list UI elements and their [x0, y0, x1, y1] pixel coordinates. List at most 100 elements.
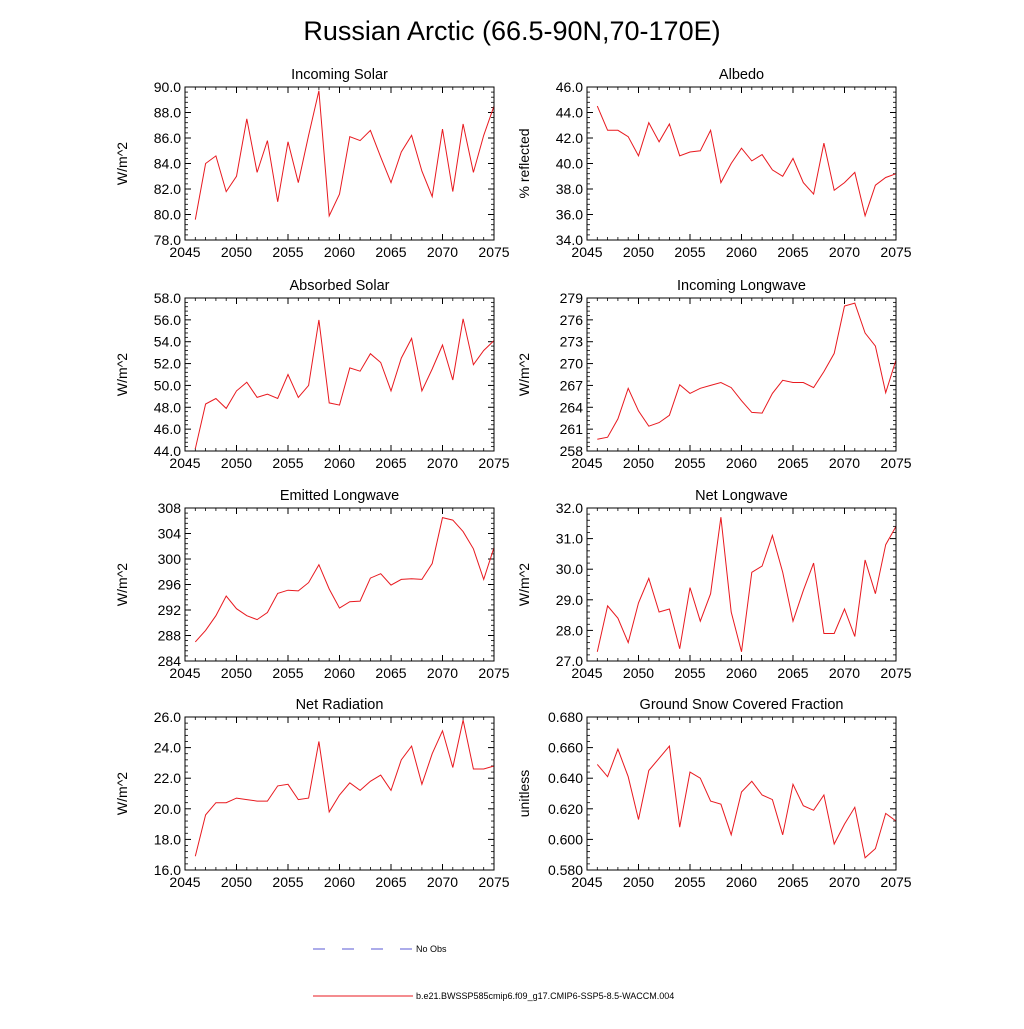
y-axis-label: % reflected: [516, 128, 532, 198]
x-tick-label: 2050: [221, 455, 252, 471]
series-line: [194, 90, 495, 220]
panel: Absorbed Solar W/m^2 2045 2050 2055 2060 2065 2…: [114, 278, 510, 471]
y-tick-label: 44.0: [556, 105, 583, 121]
x-tick-label: 2050: [623, 455, 654, 471]
x-tick-label: 2050: [623, 244, 654, 260]
series-line: [596, 105, 897, 218]
x-tick-label: 2060: [726, 874, 757, 890]
x-tick-label: 2050: [623, 874, 654, 890]
x-tick-label: 2055: [272, 244, 303, 260]
x-tick-label: 2060: [324, 455, 355, 471]
y-tick-label: 273: [560, 334, 584, 350]
x-tick-label: 2075: [880, 455, 911, 471]
y-tick-label: 40.0: [556, 156, 583, 172]
y-tick-label: 24.0: [154, 740, 181, 756]
y-tick-label: 38.0: [556, 181, 583, 197]
plot-frame: [586, 716, 897, 871]
x-tick-label: 2070: [829, 455, 860, 471]
y-tick-label: 0.640: [548, 770, 583, 786]
x-tick-label: 2075: [478, 665, 509, 681]
x-tick-label: 2050: [221, 244, 252, 260]
panel-title: Net Radiation: [296, 697, 384, 713]
y-tick-label: 29.0: [556, 592, 583, 608]
panel-title: Ground Snow Covered Fraction: [640, 697, 844, 713]
y-tick-label: 258: [560, 443, 584, 459]
y-tick-label: 48.0: [154, 399, 181, 415]
y-tick-label: 30.0: [556, 561, 583, 577]
y-axis-label: W/m^2: [114, 353, 130, 396]
y-tick-label: 20.0: [154, 801, 181, 817]
x-tick-label: 2060: [324, 874, 355, 890]
y-tick-label: 26.0: [154, 709, 181, 725]
plot-frame: [586, 507, 897, 662]
legend-label: b.e21.BWSSP585cmip6.f09_g17.CMIP6-SSP5-8…: [416, 991, 674, 1001]
panel-title: Incoming Longwave: [677, 278, 806, 294]
y-tick-label: 279: [560, 290, 584, 306]
panel: Incoming Longwave W/m^2 2045 2050 2055 2060 20…: [516, 278, 912, 471]
y-tick-label: 304: [158, 526, 182, 542]
series-line: [194, 318, 495, 449]
y-tick-label: 308: [158, 500, 182, 516]
x-tick-label: 2060: [324, 244, 355, 260]
x-tick-label: 2075: [478, 244, 509, 260]
y-tick-label: 0.680: [548, 709, 583, 725]
y-tick-label: 16.0: [154, 862, 181, 878]
panel-title: Albedo: [719, 67, 764, 83]
y-tick-label: 86.0: [154, 130, 181, 146]
y-tick-label: 88.0: [154, 105, 181, 121]
x-tick-label: 2055: [272, 665, 303, 681]
legend: No Obs b.e21.BWSSP585cmip6.f09_g17.CMIP6-…: [313, 944, 674, 1001]
x-tick-label: 2055: [674, 455, 705, 471]
y-tick-label: 261: [560, 421, 584, 437]
y-tick-label: 32.0: [556, 500, 583, 516]
y-axis-label: unitless: [516, 770, 532, 817]
series-line: [596, 744, 897, 859]
plot-frame: [586, 86, 897, 241]
y-tick-label: 300: [158, 551, 182, 567]
panel-title: Incoming Solar: [291, 67, 388, 83]
panels: Incoming Solar W/m^2 2045 2050 2055 2060 2065 2…: [114, 67, 912, 890]
x-tick-label: 2065: [777, 874, 808, 890]
y-tick-label: 34.0: [556, 232, 583, 248]
x-tick-label: 2045: [169, 455, 200, 471]
x-tick-label: 2045: [571, 665, 602, 681]
y-tick-label: 0.600: [548, 831, 583, 847]
y-tick-label: 0.620: [548, 801, 583, 817]
x-tick-label: 2065: [375, 874, 406, 890]
x-tick-label: 2045: [571, 455, 602, 471]
x-tick-label: 2045: [571, 874, 602, 890]
x-tick-label: 2050: [221, 665, 252, 681]
x-tick-label: 2070: [427, 455, 458, 471]
x-tick-label: 2075: [478, 455, 509, 471]
y-tick-label: 90.0: [154, 79, 181, 95]
x-tick-label: 2070: [427, 874, 458, 890]
panel-title: Emitted Longwave: [280, 488, 399, 504]
y-tick-label: 267: [560, 377, 584, 393]
y-tick-label: 58.0: [154, 290, 181, 306]
y-tick-label: 44.0: [154, 443, 181, 459]
x-tick-label: 2075: [880, 665, 911, 681]
series-line: [194, 516, 495, 643]
panel: Emitted Longwave W/m^2 2045 2050 2055 2060 206…: [114, 488, 510, 681]
x-tick-label: 2070: [829, 874, 860, 890]
x-tick-label: 2060: [726, 665, 757, 681]
y-axis-label: W/m^2: [516, 353, 532, 396]
x-tick-label: 2075: [880, 874, 911, 890]
y-tick-label: 31.0: [556, 531, 583, 547]
x-tick-label: 2055: [272, 455, 303, 471]
y-axis-label: W/m^2: [114, 772, 130, 815]
x-tick-label: 2065: [375, 665, 406, 681]
x-tick-label: 2065: [777, 244, 808, 260]
x-tick-label: 2075: [880, 244, 911, 260]
series-line: [596, 517, 897, 652]
x-tick-label: 2055: [674, 244, 705, 260]
y-tick-label: 56.0: [154, 312, 181, 328]
series-line: [597, 302, 897, 440]
y-axis-label: W/m^2: [114, 142, 130, 185]
x-tick-label: 2045: [169, 665, 200, 681]
y-tick-label: 42.0: [556, 130, 583, 146]
y-axis-label: W/m^2: [516, 563, 532, 606]
x-tick-label: 2065: [777, 455, 808, 471]
y-tick-label: 28.0: [556, 622, 583, 638]
y-tick-label: 46.0: [154, 421, 181, 437]
